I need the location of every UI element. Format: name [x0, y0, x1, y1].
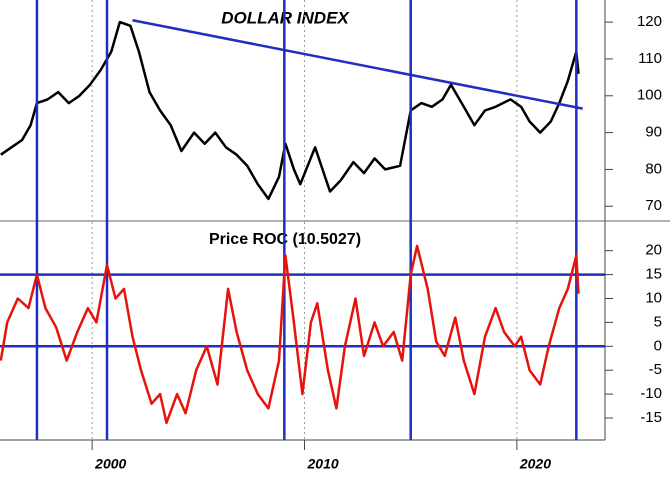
y-tick-label: 70: [645, 197, 662, 214]
y-tick-label: 20: [645, 242, 662, 259]
x-tick-label: 2010: [307, 456, 339, 472]
chart-title: DOLLAR INDEX: [221, 8, 350, 27]
y-tick-label: 90: [645, 124, 662, 141]
y-tick-label: -5: [649, 361, 662, 378]
y-tick-label: 0: [654, 337, 662, 354]
y-tick-label: 10: [645, 289, 662, 306]
trendline: [132, 19, 583, 110]
y-tick-label: 5: [654, 313, 662, 330]
y-tick-label: -10: [640, 385, 662, 402]
y-tick-label: 120: [637, 13, 662, 30]
y-tick-label: 15: [645, 266, 662, 283]
price-line: [0, 244, 580, 425]
y-tick-label: 100: [637, 87, 662, 104]
x-tick-label: 2000: [94, 456, 126, 472]
x-tick-label: 2020: [519, 456, 551, 472]
y-tick-label: 80: [645, 160, 662, 177]
y-tick-label: 110: [638, 50, 662, 67]
y-tick-label: -15: [640, 409, 662, 426]
